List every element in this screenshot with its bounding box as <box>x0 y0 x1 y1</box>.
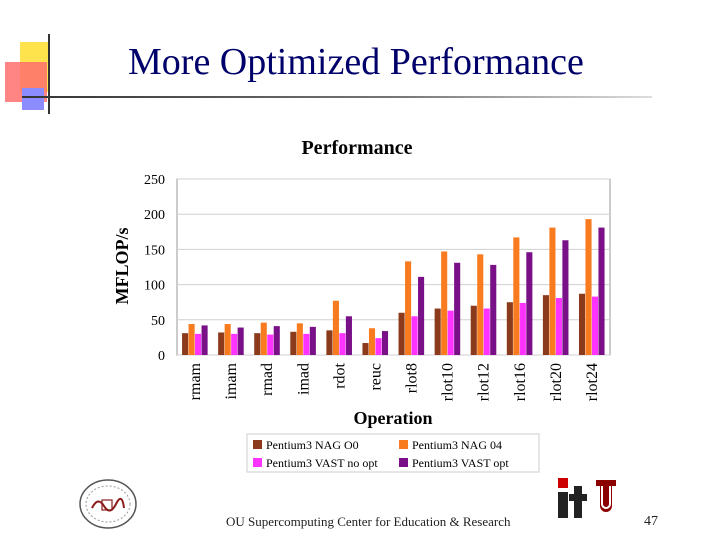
axis-ticks: 0 50 100 150 200 250 rmam imam rmad imad rdot reuc r… <box>144 173 601 401</box>
bar-rmam-series-4 <box>201 325 208 355</box>
x-tick-label: rlot16 <box>512 363 529 401</box>
bar-rlot24-series-1 <box>578 293 586 355</box>
x-tick-label: imam <box>223 362 240 399</box>
bar-imad-series-3 <box>303 333 310 355</box>
x-tick-label: rdot <box>331 362 348 388</box>
x-tick-label: rmad <box>259 363 276 396</box>
y-tick-label: 0 <box>158 349 165 364</box>
bar-rlot12-series-2 <box>477 254 484 355</box>
title-underline <box>22 96 652 98</box>
legend-label: Pentium3 VAST no opt <box>266 456 378 470</box>
bar-rlot16-series-1 <box>506 302 513 355</box>
bar-imad-series-1 <box>290 331 297 355</box>
bar-rmad-series-2 <box>260 322 267 355</box>
x-tick-label: rmam <box>187 362 204 400</box>
bar-rlot16-series-2 <box>513 237 520 355</box>
bar-rdot-series-4 <box>345 316 352 355</box>
legend: Pentium3 NAG O0 Pentium3 NAG 04 Pentium3 V… <box>246 433 540 473</box>
bar-imam-series-3 <box>231 333 238 355</box>
legend-swatch <box>253 458 262 467</box>
bar-reuc-series-4 <box>381 331 389 355</box>
bar-rmad-series-3 <box>267 334 274 355</box>
y-axis-label: MFLOP/s <box>112 228 132 305</box>
performance-chart: Performance MFLOP/s Operation 0 50 100 150 2… <box>112 137 611 473</box>
grid <box>176 178 611 356</box>
bar-rlot16-series-4 <box>526 252 533 355</box>
bar-rlot8-series-3 <box>411 316 418 355</box>
bar-rlot16-series-3 <box>519 302 526 355</box>
bar-rlot8-series-4 <box>418 276 425 355</box>
bar-imad-series-2 <box>296 323 303 355</box>
bar-rlot10-series-2 <box>441 251 448 355</box>
bar-imam-series-4 <box>237 327 244 355</box>
bar-rmam-series-2 <box>188 324 195 355</box>
legend-label: Pentium3 NAG 04 <box>412 438 502 452</box>
bar-rmam-series-1 <box>182 333 189 355</box>
x-tick-label: rlot24 <box>584 363 601 401</box>
y-tick-label: 200 <box>144 208 165 223</box>
bar-rlot20-series-4 <box>562 240 569 355</box>
x-tick-label: rlot10 <box>440 363 457 401</box>
legend-swatch <box>253 440 262 449</box>
legend-swatch <box>399 440 408 449</box>
bar-rdot-series-3 <box>339 333 346 355</box>
slide-title: More Optimized Performance <box>128 41 584 83</box>
bar-rlot8-series-2 <box>405 261 412 355</box>
decor-blue-square <box>22 88 44 110</box>
x-tick-label: rlot8 <box>404 363 421 393</box>
bar-imad-series-4 <box>309 326 316 355</box>
bar-rlot24-series-3 <box>591 296 599 355</box>
bar-reuc-series-2 <box>368 328 376 355</box>
bar-reuc-series-1 <box>362 343 369 355</box>
decor-vertical-line <box>48 34 50 114</box>
footer-text: OU Supercomputing Center for Education &… <box>226 514 511 529</box>
bar-rlot10-series-4 <box>454 262 461 355</box>
legend-label: Pentium3 VAST opt <box>412 456 509 470</box>
chart-title: Performance <box>301 137 412 159</box>
bar-rlot20-series-2 <box>549 227 556 355</box>
bar-rmad-series-4 <box>273 326 280 355</box>
bar-imam-series-2 <box>224 324 231 355</box>
x-axis-label: Operation <box>354 408 433 428</box>
legend-label: Pentium3 NAG O0 <box>266 438 359 452</box>
ou-seal-logo <box>79 479 137 529</box>
bars <box>182 219 605 355</box>
bar-rlot12-series-3 <box>483 308 490 355</box>
bar-rlot12-series-1 <box>470 305 477 355</box>
y-tick-label: 250 <box>144 173 165 188</box>
it-logo <box>558 478 616 518</box>
bar-rlot20-series-3 <box>555 297 562 355</box>
legend-box <box>246 433 540 473</box>
bar-rlot10-series-1 <box>434 308 441 355</box>
bar-rlot20-series-1 <box>542 295 549 355</box>
bar-rdot-series-1 <box>326 330 333 355</box>
bar-rmad-series-1 <box>254 333 261 355</box>
bar-rlot10-series-3 <box>447 310 454 355</box>
bar-rdot-series-2 <box>332 300 339 355</box>
x-tick-label: rlot12 <box>476 363 493 401</box>
x-tick-label: reuc <box>367 363 384 391</box>
bar-rlot24-series-4 <box>598 227 605 355</box>
page-number: 47 <box>644 514 658 529</box>
bar-imam-series-1 <box>218 332 225 355</box>
y-tick-label: 100 <box>144 279 165 294</box>
bar-rlot24-series-2 <box>585 219 592 355</box>
bar-reuc-series-3 <box>375 338 382 355</box>
bar-rlot12-series-4 <box>490 264 497 355</box>
bar-rlot8-series-1 <box>398 312 405 355</box>
bar-rmam-series-3 <box>195 333 202 355</box>
x-tick-label: rlot20 <box>548 363 565 401</box>
y-tick-label: 150 <box>144 243 165 258</box>
x-tick-label: imad <box>295 363 312 395</box>
legend-swatch <box>399 458 408 467</box>
y-tick-label: 50 <box>151 314 165 329</box>
plot-area <box>176 178 611 356</box>
